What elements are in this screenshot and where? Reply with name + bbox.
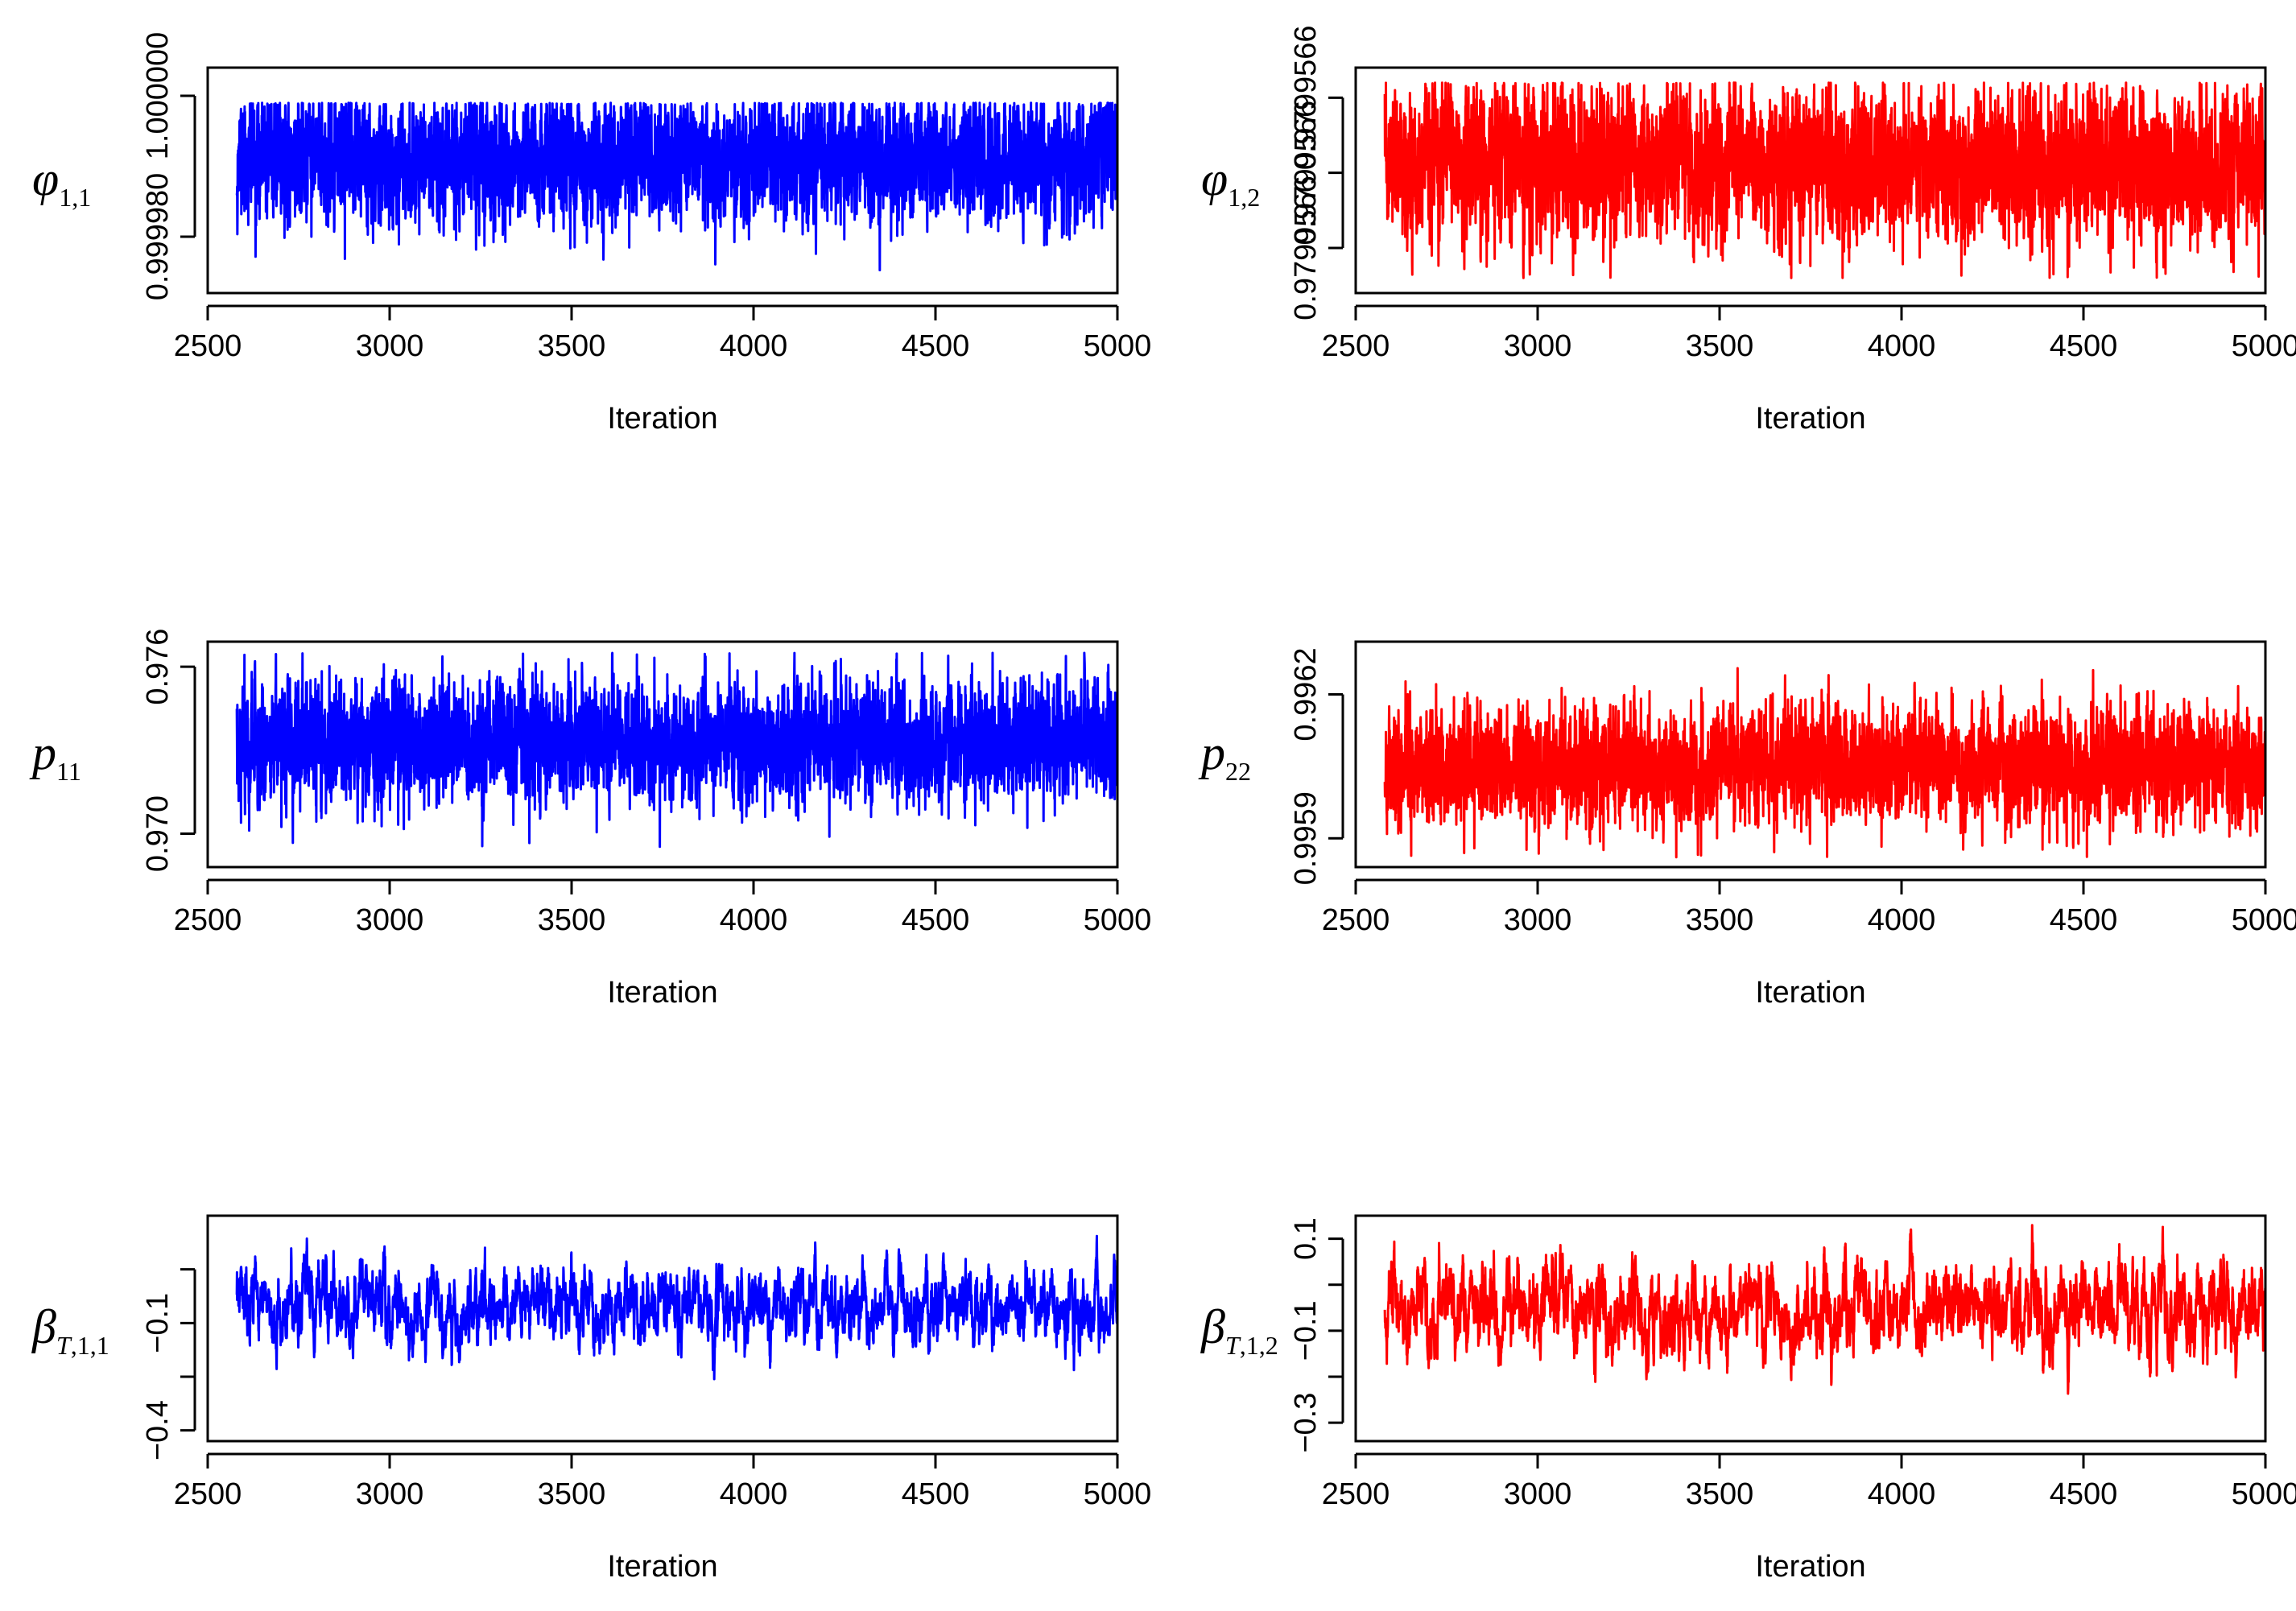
x-tick-label: 3000 [356, 903, 424, 937]
y-tick-label: 0.1 [1289, 1217, 1323, 1260]
x-tick-label: 3000 [356, 1477, 424, 1511]
plot-frame [1354, 640, 2267, 869]
panel-p22: 2500 3000 3500 4000 4500 5000 Iteration 0.9959 0… [1198, 640, 2296, 1010]
x-tick-label: 4500 [902, 329, 970, 363]
plot-frame [1354, 66, 2267, 295]
x-tick-label: 4000 [720, 903, 788, 937]
y-axis-label: p22 [1198, 726, 1251, 786]
x-tick-label: 2500 [174, 903, 242, 937]
y-tick-label: 0.9959 [1289, 791, 1323, 885]
trace-line-p22 [1383, 667, 2267, 859]
y-tick-label: 0.999980 [141, 173, 175, 301]
y-axis-label: φ1,2 [1201, 152, 1260, 212]
plot-frame [1354, 1214, 2267, 1443]
y-axis-label: βT,1,2 [1200, 1300, 1278, 1360]
x-tick-label: 3500 [538, 903, 606, 937]
y-tick-label: 0.970 [141, 795, 175, 872]
x-axis-label: Iteration [607, 402, 717, 436]
x-tick-label: 3500 [1686, 329, 1754, 363]
x-tick-label: 3500 [538, 329, 606, 363]
y-tick-label: 0.976 [141, 629, 175, 705]
x-tick-label: 4000 [720, 1477, 788, 1511]
x-tick-label: 3500 [1686, 1477, 1754, 1511]
y-axis-label: βT,1,1 [31, 1300, 109, 1360]
x-tick-label: 4000 [1868, 329, 1936, 363]
plot-frame [206, 1214, 1119, 1443]
x-axis-label: Iteration [1755, 1550, 1865, 1584]
x-tick-label: 4500 [2050, 903, 2118, 937]
x-tick-label: 5000 [2232, 903, 2296, 937]
x-axis-label: Iteration [607, 1550, 717, 1584]
x-tick-label: 3000 [1504, 903, 1572, 937]
x-tick-label: 2500 [174, 329, 242, 363]
panel-betaT11: 2500 3000 3500 4000 4500 5000 Iteration −0.4 −0.… [31, 1214, 1152, 1584]
panel-p11: 2500 3000 3500 4000 4500 5000 Iteration 0.970 0.… [29, 629, 1151, 1010]
y-tick-label: −0.1 [141, 1293, 175, 1353]
x-tick-label: 3000 [1504, 329, 1572, 363]
x-tick-label: 2500 [1322, 329, 1390, 363]
y-tick-label: −0.4 [141, 1400, 175, 1460]
x-axis-label: Iteration [1755, 976, 1865, 1010]
x-tick-label: 4000 [1868, 903, 1936, 937]
panel-betaT12: 2500 3000 3500 4000 4500 5000 Iteration −0.3 −0.… [1200, 1214, 2296, 1584]
x-tick-label: 5000 [1084, 1477, 1152, 1511]
x-tick-label: 2500 [174, 1477, 242, 1511]
x-axis-label: Iteration [1755, 402, 1865, 436]
y-axis-label: φ1,1 [32, 152, 91, 212]
x-tick-label: 4500 [902, 1477, 970, 1511]
y-tick-label: 0.9799566 [1289, 101, 1323, 246]
panel-phi11: 2500 3000 3500 4000 4500 5000 Iteration 0.99998… [32, 32, 1151, 436]
y-tick-label: 0.9799566 [1289, 176, 1323, 320]
x-tick-label: 4500 [2050, 1477, 2118, 1511]
x-axis-label: Iteration [607, 976, 717, 1010]
trace-line-betaT11 [235, 1234, 1119, 1381]
x-tick-label: 5000 [1084, 903, 1152, 937]
x-tick-label: 3500 [538, 1477, 606, 1511]
x-tick-label: 3500 [1686, 903, 1754, 937]
y-axis-label: p11 [29, 726, 81, 786]
x-tick-label: 5000 [1084, 329, 1152, 363]
trace-line-p11 [235, 651, 1119, 849]
x-tick-label: 3000 [356, 329, 424, 363]
trace-line-phi12 [1383, 81, 2267, 279]
x-tick-label: 3000 [1504, 1477, 1572, 1511]
x-tick-label: 4000 [720, 329, 788, 363]
y-tick-label: −0.3 [1289, 1393, 1323, 1453]
y-tick-label: −0.1 [1289, 1300, 1323, 1361]
y-tick-label: 0.9799566 [1289, 26, 1323, 171]
x-tick-label: 5000 [2232, 1477, 2296, 1511]
plot-frame [206, 640, 1119, 869]
y-tick-label: 1.000000 [141, 32, 175, 160]
trace-line-betaT12 [1383, 1224, 2267, 1395]
plot-frame [206, 66, 1119, 295]
x-tick-label: 4500 [902, 903, 970, 937]
panel-phi12: 2500 3000 3500 4000 4500 5000 Iteration 0.97995… [1201, 26, 2296, 436]
x-tick-label: 5000 [2232, 329, 2296, 363]
x-tick-label: 2500 [1322, 903, 1390, 937]
y-tick-label: 0.9962 [1289, 647, 1323, 741]
x-tick-label: 2500 [1322, 1477, 1390, 1511]
x-tick-label: 4000 [1868, 1477, 1936, 1511]
trace-line-phi11 [235, 101, 1119, 272]
x-tick-label: 4500 [2050, 329, 2118, 363]
